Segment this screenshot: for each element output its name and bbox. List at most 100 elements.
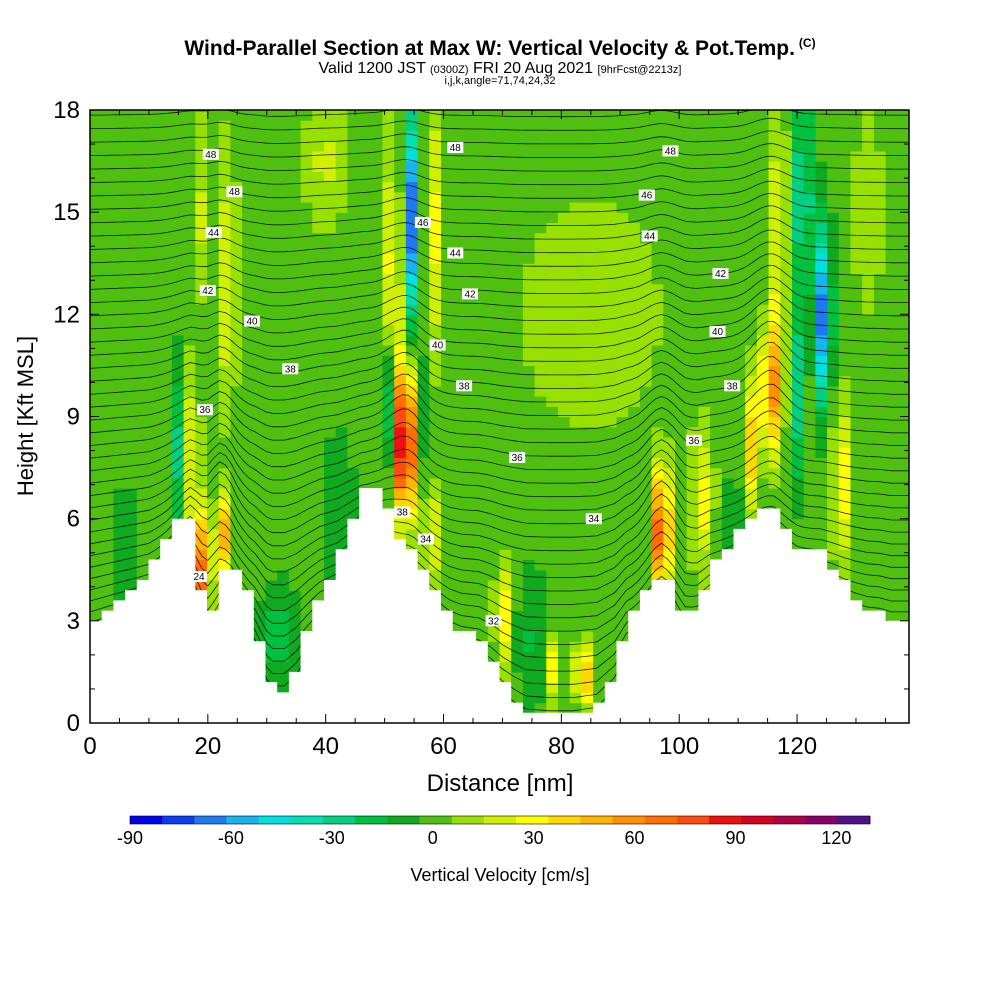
velocity-cell [511,579,524,591]
velocity-cell [733,508,746,520]
velocity-cell [581,273,594,285]
velocity-cell [721,222,735,234]
velocity-cell [581,283,594,295]
velocity-cell [464,171,477,183]
velocity-cell [277,631,290,642]
velocity-cell [113,181,126,193]
velocity-cell [476,355,489,367]
y-tick-label: 0 [67,710,80,737]
velocity-cell [441,324,454,336]
velocity-cell [464,498,477,510]
velocity-cell [324,518,337,530]
velocity-cell [873,242,887,254]
velocity-cell [897,488,909,499]
velocity-cell [207,263,220,275]
velocity-cell [195,263,208,275]
velocity-cell [581,569,594,581]
velocity-cell [569,324,582,336]
velocity-cell [756,324,770,336]
velocity-cell [464,130,477,142]
velocity-cell [370,253,384,264]
velocity-cell [581,457,594,469]
velocity-cell [113,406,126,418]
velocity-cell [639,549,653,561]
velocity-cell [136,436,150,448]
velocity-cell [838,181,852,193]
velocity-cell [101,150,114,162]
velocity-cell [464,334,477,346]
velocity-cell [862,263,875,275]
velocity-cell [745,416,758,428]
velocity-cell [850,314,863,326]
velocity-cell [335,447,348,458]
velocity-cell [429,212,442,223]
contour-label-text: 48 [229,187,241,198]
velocity-cell [452,447,465,458]
velocity-cell [335,110,348,121]
velocity-cell [885,600,898,612]
velocity-cell [873,590,887,601]
velocity-cell [651,569,664,581]
velocity-cell [628,273,641,285]
velocity-cell [873,365,887,377]
velocity-cell [207,569,220,581]
velocity-cell [534,447,547,458]
velocity-cell [160,181,173,193]
velocity-cell [546,140,559,152]
velocity-cell [382,304,395,315]
velocity-cell [277,671,290,683]
velocity-cell [452,579,465,591]
velocity-cell [698,181,711,193]
velocity-cell [616,334,629,346]
velocity-cell [218,447,231,458]
velocity-cell [300,191,313,203]
velocity-cell [756,191,770,203]
velocity-cell [838,314,852,326]
velocity-cell [359,171,372,183]
velocity-cell [756,488,770,499]
velocity-cell [90,457,103,469]
velocity-cell [429,416,442,428]
velocity-cell [639,467,653,479]
velocity-cell [452,120,465,132]
velocity-cell [218,539,231,550]
velocity-cell [476,457,489,469]
velocity-cell [359,293,372,305]
velocity-cell [288,600,302,612]
velocity-cell [756,426,770,438]
velocity-cell [558,324,571,336]
velocity-cell [230,528,243,540]
velocity-cell [733,222,746,234]
contour-label: 38 [456,380,473,392]
velocity-cell [183,334,196,346]
velocity-cell [218,385,231,397]
velocity-cell [253,161,267,172]
velocity-cell [359,436,372,448]
velocity-cell [546,181,559,193]
velocity-cell [476,283,489,295]
velocity-cell [335,385,348,397]
velocity-cell [522,385,536,397]
velocity-cell [721,150,735,162]
velocity-cell [710,447,723,458]
velocity-cell [148,365,161,377]
velocity-cell [780,212,793,223]
velocity-cell [288,559,302,571]
velocity-cell [873,232,887,244]
velocity-cell [171,375,185,387]
velocity-cell [312,457,325,469]
velocity-cell [487,579,501,591]
velocity-cell [476,120,489,132]
velocity-cell [675,508,688,520]
velocity-cell [897,365,909,377]
velocity-cell [207,334,220,346]
colorbar-swatch [612,816,646,824]
velocity-cell [698,110,711,121]
velocity-cell [745,406,758,418]
velocity-cell [710,385,723,397]
velocity-cell [312,334,325,346]
velocity-cell [733,426,746,438]
velocity-cell [850,263,863,275]
velocity-cell [125,426,138,438]
velocity-cell [663,161,676,172]
